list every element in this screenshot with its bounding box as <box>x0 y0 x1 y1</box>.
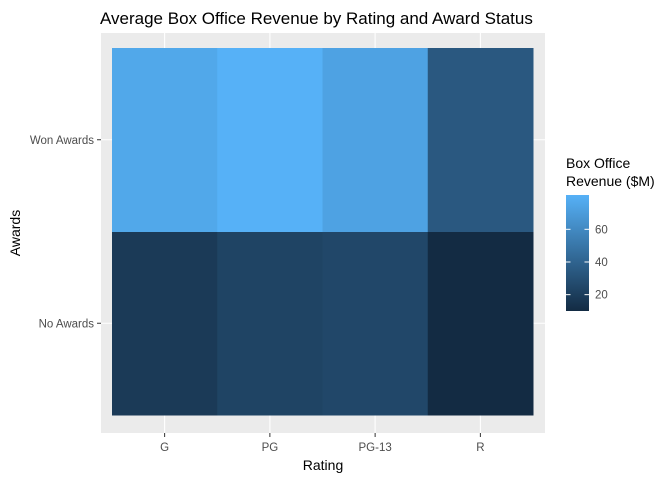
legend-tick-label: 60 <box>595 224 608 236</box>
legend-title-line-1: Box Office <box>566 155 631 171</box>
x-tick-label: R <box>476 442 484 454</box>
x-tick-label: G <box>160 442 169 454</box>
heatmap-tile <box>112 48 218 232</box>
y-axis-ticks: No Awards Won Awards <box>30 135 101 330</box>
heatmap-tile <box>217 48 323 232</box>
x-tick-label: PG-13 <box>359 442 392 454</box>
legend: Box Office Revenue ($M) 20 40 60 <box>566 155 655 311</box>
x-tick-label: PG <box>262 442 279 454</box>
x-axis-ticks: G PG PG-13 R <box>160 433 485 454</box>
legend-title-line-2: Revenue ($M) <box>566 173 655 189</box>
heatmap-tile <box>112 231 218 416</box>
legend-ticks: 20 40 60 <box>566 224 608 302</box>
legend-colorbar <box>566 195 589 311</box>
heatmap-tiles <box>112 48 534 416</box>
heatmap-tile <box>427 231 534 416</box>
y-tick-label: Won Awards <box>30 135 94 147</box>
heatmap-tile <box>217 231 323 416</box>
legend-tick-label: 20 <box>595 290 608 302</box>
heatmap-tile <box>322 231 429 416</box>
heatmap-tile <box>427 48 534 232</box>
y-axis-title: Awards <box>7 210 23 256</box>
x-axis-title: Rating <box>303 457 343 473</box>
legend-tick-label: 40 <box>595 257 608 269</box>
heatmap-tile <box>322 48 429 232</box>
y-tick-label: No Awards <box>39 318 95 330</box>
chart-title: Average Box Office Revenue by Rating and… <box>100 9 533 28</box>
